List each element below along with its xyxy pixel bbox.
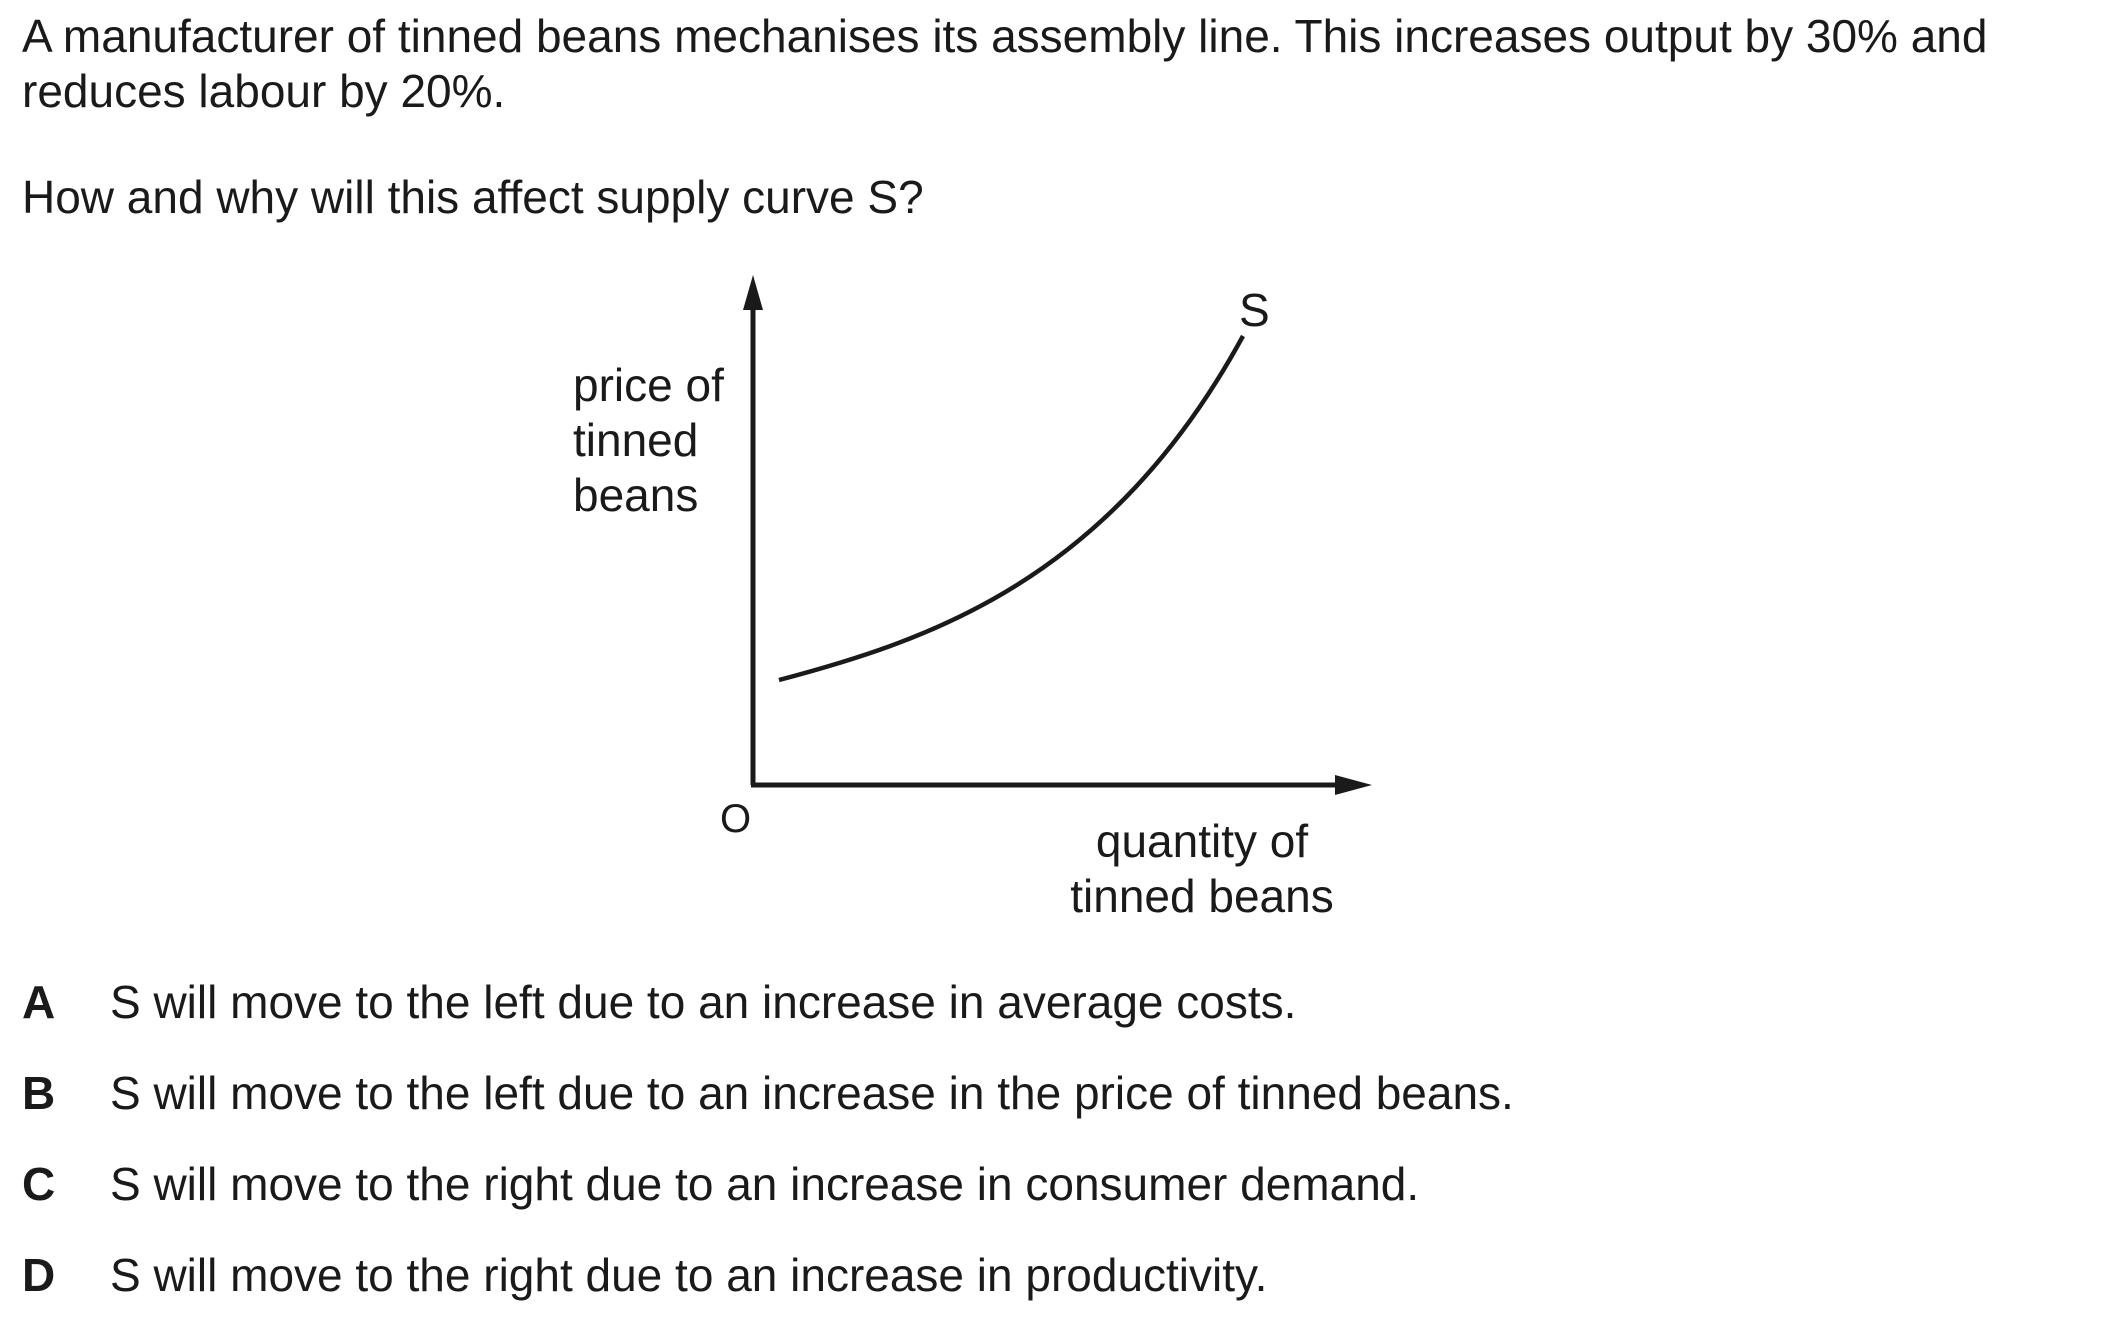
option-text: S will move to the left due to an increa… [110, 1067, 1514, 1119]
option-text: S will move to the left due to an increa… [110, 976, 1297, 1028]
option-c[interactable]: C S will move to the right due to an inc… [22, 1157, 1514, 1248]
supply-curve [778, 334, 1245, 683]
curve-label: S [1239, 284, 1270, 336]
y-axis-label: price of tinned beans [573, 359, 724, 521]
option-letter: A [22, 976, 56, 1028]
option-text: S will move to the right due to an incre… [110, 1158, 1420, 1210]
x-axis-arrowhead [1335, 775, 1372, 795]
option-b[interactable]: B S will move to the left due to an incr… [22, 1066, 1514, 1157]
option-letter: B [22, 1067, 56, 1119]
question-stem: A manufacturer of tinned beans mechanise… [22, 10, 1988, 117]
x-axis-label: quantity of tinned beans [1070, 815, 1334, 922]
option-text: S will move to the right due to an incre… [110, 1249, 1268, 1301]
option-d[interactable]: D S will move to the right due to an inc… [22, 1248, 1514, 1339]
y-axis-arrowhead [743, 275, 763, 310]
answer-options: A S will move to the left due to an incr… [22, 975, 1514, 1339]
option-a[interactable]: A S will move to the left due to an incr… [22, 975, 1514, 1066]
question-prompt: How and why will this affect supply curv… [22, 171, 924, 223]
option-letter: C [22, 1158, 56, 1210]
option-letter: D [22, 1249, 56, 1301]
origin-label: O [720, 797, 752, 841]
